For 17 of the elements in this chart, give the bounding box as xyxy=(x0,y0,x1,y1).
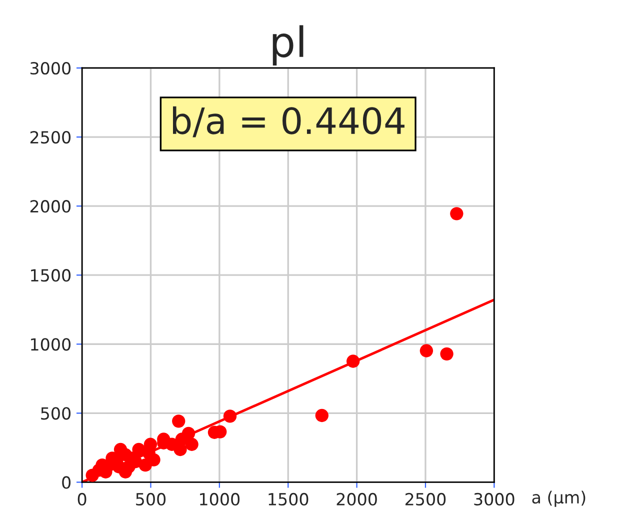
x-tick-label: 1000 xyxy=(200,492,240,506)
y-tick-label: 3000 xyxy=(30,62,71,75)
x-tick-label: 1500 xyxy=(268,492,308,506)
y-tick-label: 2000 xyxy=(30,200,71,213)
y-tick-label: 2500 xyxy=(30,130,71,144)
x-axis-title: a (µm) xyxy=(532,490,586,507)
annotation: b/a = 0.4404 xyxy=(172,106,404,138)
y-tick-label: 1000 xyxy=(31,338,71,351)
x-tick-label: 2000 xyxy=(336,492,377,506)
y-tick-label: 500 xyxy=(41,407,71,420)
y-tick-label: 1500 xyxy=(31,269,71,282)
y-tick-label: 0 xyxy=(62,476,71,489)
x-tick-label: 3000 xyxy=(474,492,514,506)
x-tick-label: 0 xyxy=(78,492,86,506)
chart-title: pl xyxy=(272,25,304,66)
x-tick-label: 2500 xyxy=(405,492,446,506)
x-tick-label: 500 xyxy=(136,492,166,506)
